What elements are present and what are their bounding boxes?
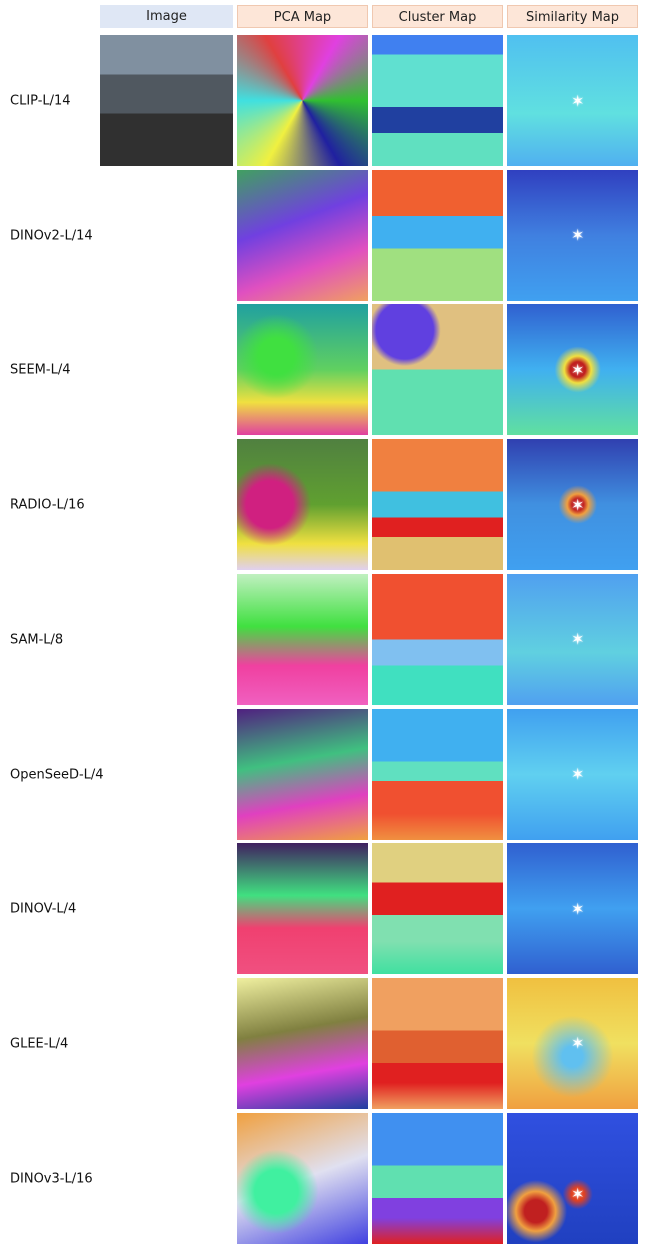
- query-point: ✶: [571, 899, 584, 918]
- cluster-map: [372, 709, 503, 840]
- pca-map: [237, 304, 368, 435]
- similarity-map: ✶: [507, 574, 638, 705]
- row-label: DINOV-L/4: [10, 902, 76, 917]
- similarity-map: ✶: [507, 439, 638, 570]
- column-header: Image: [100, 5, 233, 28]
- row-label: OpenSeeD-L/4: [10, 767, 104, 782]
- figure: ImagePCA MapCluster MapSimilarity Map CLI…: [0, 0, 646, 1247]
- similarity-map: ✶: [507, 304, 638, 435]
- similarity-map: ✶: [507, 709, 638, 840]
- query-point: ✶: [571, 91, 584, 110]
- cluster-map: [372, 574, 503, 705]
- cluster-map: [372, 439, 503, 570]
- similarity-map: ✶: [507, 1113, 638, 1244]
- pca-map: [237, 1113, 368, 1244]
- column-header: Similarity Map: [507, 5, 638, 28]
- row-label: DINOv3-L/16: [10, 1171, 93, 1186]
- pca-map: [237, 439, 368, 570]
- pca-map: [237, 170, 368, 301]
- row-label: RADIO-L/16: [10, 498, 85, 513]
- query-point: ✶: [571, 360, 584, 379]
- query-point: ✶: [571, 630, 584, 649]
- row-label: GLEE-L/4: [10, 1036, 68, 1051]
- cluster-map: [372, 1113, 503, 1244]
- pca-map: [237, 843, 368, 974]
- similarity-map: ✶: [507, 843, 638, 974]
- similarity-map: ✶: [507, 978, 638, 1109]
- pca-map: [237, 709, 368, 840]
- row-label: DINOv2-L/14: [10, 228, 93, 243]
- query-point: ✶: [571, 1184, 584, 1203]
- query-point: ✶: [571, 1034, 584, 1053]
- column-header: PCA Map: [237, 5, 368, 28]
- row-label: SEEM-L/4: [10, 363, 70, 378]
- column-header: Cluster Map: [372, 5, 503, 28]
- query-point: ✶: [571, 226, 584, 245]
- pca-map: [237, 978, 368, 1109]
- cluster-map: [372, 843, 503, 974]
- cluster-map: [372, 978, 503, 1109]
- similarity-map: ✶: [507, 170, 638, 301]
- cluster-map: [372, 35, 503, 166]
- cluster-map: [372, 170, 503, 301]
- pca-map: [237, 574, 368, 705]
- input-image: [100, 35, 233, 166]
- cluster-map: [372, 304, 503, 435]
- similarity-map: ✶: [507, 35, 638, 166]
- row-label: SAM-L/8: [10, 632, 63, 647]
- pca-map: [237, 35, 368, 166]
- query-point: ✶: [571, 765, 584, 784]
- query-point: ✶: [571, 495, 584, 514]
- row-label: CLIP-L/14: [10, 94, 71, 109]
